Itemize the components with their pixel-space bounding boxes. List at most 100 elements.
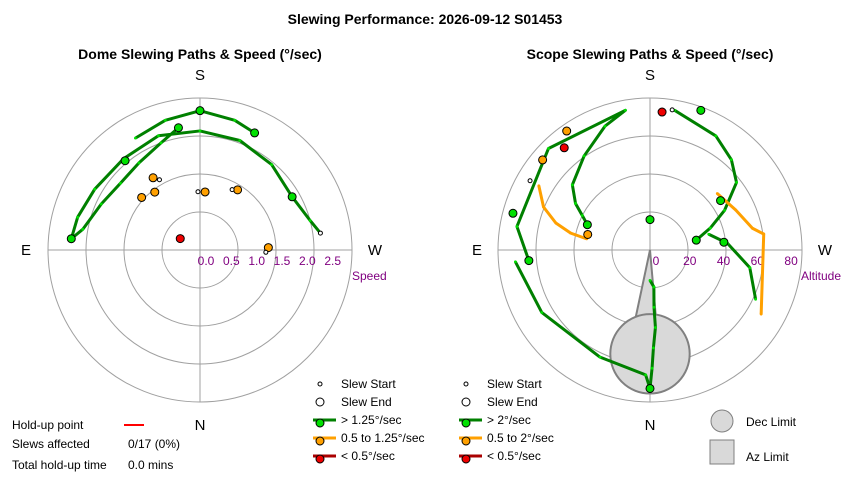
slew-path-sample: [652, 305, 656, 309]
slew-start-marker: [229, 187, 235, 193]
scope-legend-slew-start-marker: [463, 381, 469, 387]
slew-end-marker: [716, 196, 726, 206]
scope-slew-markers: [508, 105, 729, 393]
slew-path-sample: [580, 214, 584, 217]
slew-path-sample: [540, 311, 544, 314]
slew-path-sample: [537, 184, 541, 188]
dome-radial-label: Speed: [352, 269, 387, 283]
dome-radial-ticks: 2.5 2.0 1.5 1.0 0.5 0.0: [198, 254, 342, 268]
slew-path-sample: [159, 141, 163, 145]
dome-compass-bottom: N: [195, 417, 206, 434]
slew-path-sample: [134, 136, 137, 140]
slew-path-sample: [76, 215, 80, 219]
slew-path-sample: [270, 163, 274, 167]
slew-path-sample: [603, 124, 607, 128]
scope-panel-title: Scope Slewing Paths & Speed (°/sec): [527, 46, 774, 62]
slew-path-fast: [515, 108, 627, 262]
slew-end-marker: [524, 256, 534, 266]
holdup-time-value: 0.0 mins: [128, 458, 173, 472]
slew-path-sample: [652, 285, 656, 289]
slew-path-sample: [233, 118, 237, 122]
radial-tick-label: 0: [653, 254, 660, 268]
slew-path-sample: [644, 373, 648, 377]
slew-path-sample: [650, 366, 654, 370]
slew-end-marker: [175, 234, 185, 244]
slew-end-marker: [538, 155, 548, 165]
slew-end-marker: [691, 235, 701, 245]
slew-path-fast: [134, 109, 256, 140]
dome-panel: Dome Slewing Paths & Speed (°/sec) S N E…: [21, 46, 387, 434]
dome-slew-markers: [66, 106, 323, 255]
slew-end-marker: [263, 243, 273, 253]
slew-path-sample: [163, 118, 167, 122]
slew-path-sample: [714, 134, 718, 138]
radial-tick-label: 2.0: [299, 254, 316, 268]
slew-end-marker: [559, 143, 569, 153]
slew-path-sample: [554, 221, 558, 225]
scope-legend-slew-end-label: Slew End: [487, 395, 538, 409]
dome-polar-grid: [47, 97, 353, 403]
radial-tick-label: 80: [784, 254, 798, 268]
slew-path-sample: [754, 297, 758, 301]
az-limit-label: Az Limit: [746, 450, 789, 464]
slew-path-sample: [759, 312, 763, 316]
slew-path-sample: [542, 205, 545, 209]
dome-compass-left: E: [21, 242, 31, 259]
slews-affected-value: 0/17 (0%): [128, 437, 180, 451]
scope-panel: Scope Slewing Paths & Speed (°/sec) S N …: [472, 46, 841, 434]
slew-path-sample: [574, 202, 577, 205]
slew-path-sample: [582, 154, 586, 158]
radial-tick-label: 0.0: [198, 254, 215, 268]
scope-legend-slew-end-marker: [461, 397, 471, 407]
scope-compass-left: E: [472, 242, 482, 259]
slew-path-sample: [652, 346, 655, 350]
slew-end-marker: [137, 192, 147, 202]
scope-radial-ticks: 80 60 40 20 0: [653, 254, 798, 268]
slew-start-marker: [527, 178, 533, 184]
scope-legend-slow-marker: [461, 454, 471, 464]
slew-path-sample: [514, 260, 517, 264]
slew-end-marker: [645, 383, 655, 393]
slew-path-sample: [308, 219, 312, 222]
slew-path-sample: [99, 202, 103, 206]
slew-end-marker: [250, 128, 260, 138]
slew-path-sample: [751, 226, 754, 230]
slew-path-sample: [715, 192, 719, 195]
slew-end-marker: [120, 156, 130, 166]
slew-end-marker: [200, 187, 210, 197]
slew-end-marker: [508, 208, 518, 218]
slew-path-sample: [598, 355, 602, 359]
scope-legend-slew-start-label: Slew Start: [487, 377, 542, 391]
radial-tick-label: 1.5: [274, 254, 291, 268]
slew-path-fast: [69, 126, 322, 241]
slew-end-marker: [645, 215, 655, 225]
scope-limits: [609, 249, 691, 395]
slew-path-sample: [198, 129, 202, 133]
slew-path-sample: [648, 279, 652, 282]
slew-end-marker: [562, 126, 572, 136]
slew-path-sample: [623, 108, 627, 112]
legend-slow-label: < 0.5°/sec: [341, 449, 395, 463]
dome-compass-top: S: [195, 67, 205, 84]
dec-limit-label: Dec Limit: [746, 415, 797, 429]
slew-end-marker: [173, 123, 183, 133]
slew-path-sample: [762, 232, 766, 236]
slew-end-marker: [150, 187, 160, 197]
slew-path-sample: [729, 158, 733, 162]
slew-path-sample: [654, 326, 657, 329]
slew-end-marker: [696, 105, 706, 115]
slew-start-marker: [195, 189, 201, 195]
slew-end-marker: [195, 106, 205, 116]
dec-limit-swatch: [710, 409, 734, 433]
scope-legend-slow-label: < 0.5°/sec: [487, 449, 541, 463]
scope-compass-top: S: [645, 67, 655, 84]
legend-slew-start-label: Slew Start: [341, 377, 396, 391]
scope-legend-medium-label: 0.5 to 2°/sec: [487, 431, 554, 445]
legend-medium-label: 0.5 to 1.25°/sec: [341, 431, 425, 445]
radial-tick-label: 40: [717, 254, 731, 268]
legend-slew-end-marker: [315, 397, 325, 407]
slew-path-sample: [707, 232, 711, 236]
slew-path-sample: [708, 226, 712, 230]
slew-end-marker: [582, 220, 592, 230]
